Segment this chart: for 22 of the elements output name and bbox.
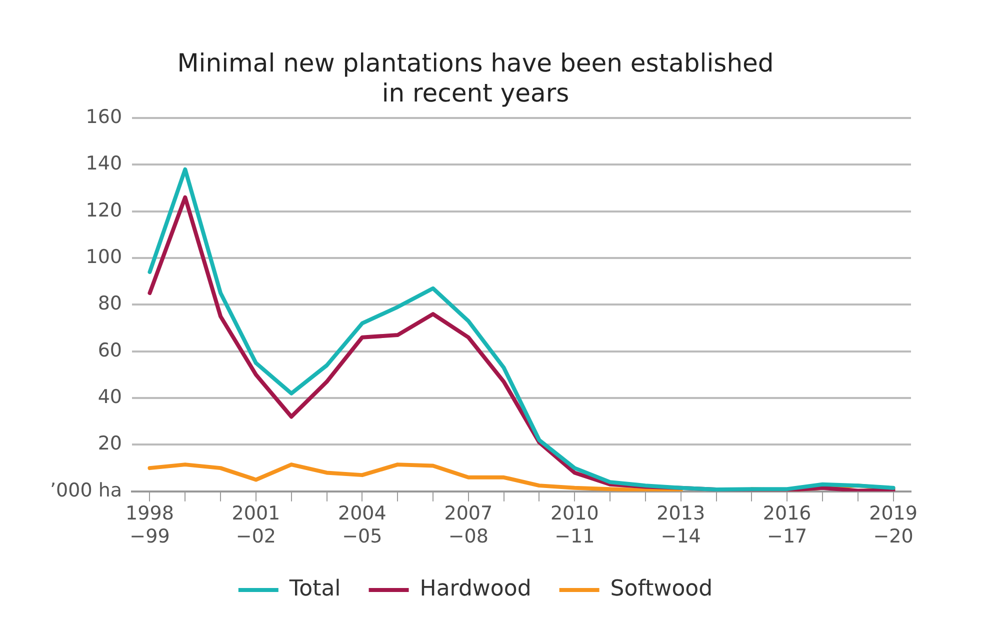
x-tick-label: 1998 −99 bbox=[126, 502, 174, 548]
y-tick-label: 40 bbox=[98, 386, 122, 408]
x-tick-label: 2004 −05 bbox=[338, 502, 386, 548]
legend-label: Hardwood bbox=[420, 576, 532, 602]
y-tick-label: 120 bbox=[86, 199, 122, 222]
x-tick-label: 2013 −14 bbox=[656, 502, 706, 548]
x-tick-label: 2010 −11 bbox=[550, 502, 599, 548]
y-tick-label: 80 bbox=[98, 292, 122, 315]
y-tick-label: 140 bbox=[86, 152, 122, 175]
y-tick-label: ’000 ha bbox=[50, 479, 122, 502]
y-tick-label: 100 bbox=[86, 246, 122, 268]
y-tick-label: 160 bbox=[86, 106, 122, 128]
x-tick-label: 2019 −20 bbox=[869, 502, 918, 548]
text: in recent years bbox=[382, 78, 570, 108]
y-tick-label: 20 bbox=[98, 432, 122, 455]
x-tick-label: 2016 −17 bbox=[762, 502, 812, 548]
text: Minimal new plantations have been established bbox=[177, 48, 774, 78]
legend-label: Softwood bbox=[610, 576, 713, 602]
y-tick-label: 60 bbox=[98, 339, 122, 362]
legend-label: Total bbox=[288, 576, 341, 602]
x-tick-label: 2007 −08 bbox=[444, 502, 493, 548]
x-tick-label: 2001 −02 bbox=[232, 502, 280, 548]
